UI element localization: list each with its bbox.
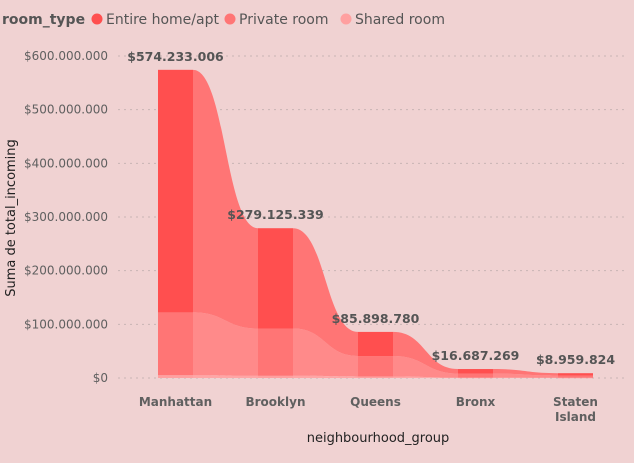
ribbon-1 [293,328,358,377]
y-tick-label: $100.000.000 [24,317,108,331]
bar-segment[interactable] [158,375,193,378]
y-tick-label: $500.000.000 [24,103,108,117]
total-data-label: $279.125.339 [227,207,323,222]
x-tick-label: Staten Island [553,395,598,424]
bar-segment[interactable] [458,377,493,379]
bar-segment[interactable] [358,331,393,357]
legend-marker [91,13,103,25]
bar-segment[interactable] [458,373,493,378]
x-axis-title: neighbourhood_group [307,431,450,446]
x-tick-label: Brooklyn [245,395,305,409]
x-tick-label: Bronx [456,395,496,409]
data-labels: $574.233.006 $279.125.339 $85.898.780 $16.6… [127,49,615,367]
bar-segment[interactable] [458,369,493,374]
legend-item[interactable]: Shared room [340,12,445,28]
y-tick-label: $200.000.000 [24,264,108,278]
bar-segment[interactable] [158,312,193,376]
bar-segment[interactable] [558,377,593,379]
y-axis-ticks: $0 $100.000.000 $200.000.000 $300.000.000 $4… [24,49,108,385]
bar-segment[interactable] [258,228,293,329]
ribbon-2 [193,375,258,378]
legend-marker [224,13,236,25]
ribbon-0 [193,69,258,329]
x-tick-label: Manhattan [139,395,212,409]
bar-segment[interactable] [258,375,293,378]
bar-segment[interactable] [358,356,393,377]
total-data-label: $85.898.780 [332,311,420,326]
y-tick-label: $300.000.000 [24,210,108,224]
bar-segment[interactable] [358,376,393,378]
ribbon-1 [193,312,258,376]
x-axis-categories: Manhattan Brooklyn Queens Bronx Staten Island [139,395,598,424]
y-axis-title: Suma de total_incoming [4,139,19,297]
ribbon-0 [393,331,458,374]
x-tick-label: Queens [350,395,401,409]
legend-marker [340,13,352,25]
bars [158,69,593,379]
legend-label: Entire home/apt [106,12,219,28]
total-data-label: $574.233.006 [127,49,224,64]
y-tick-label: $400.000.000 [24,156,108,170]
y-tick-label: $600.000.000 [24,49,108,63]
y-tick-label: $0 [93,371,108,385]
ribbon-2 [293,375,358,378]
total-data-label: $16.687.269 [432,348,520,363]
ribbon-2 [393,376,458,378]
legend-item[interactable]: Private room [224,12,329,28]
bar-segment[interactable] [558,375,593,378]
bar-segment[interactable] [558,373,593,376]
bar-segment[interactable] [158,69,193,313]
legend-label: Shared room [355,12,445,28]
legend-item[interactable]: Entire home/apt [91,12,220,28]
total-data-label: $8.959.824 [536,352,615,367]
legend-label: Private room [239,12,328,28]
legend: room_type Entire home/apt Private room Sha… [2,12,445,28]
bar-segment[interactable] [258,328,293,376]
ribbon-1 [493,373,558,378]
ribbon-0 [493,369,558,376]
legend-title: room_type [2,12,85,28]
ribbon-0 [293,228,358,357]
ribbon-1 [393,356,458,378]
ribbons [193,69,558,378]
